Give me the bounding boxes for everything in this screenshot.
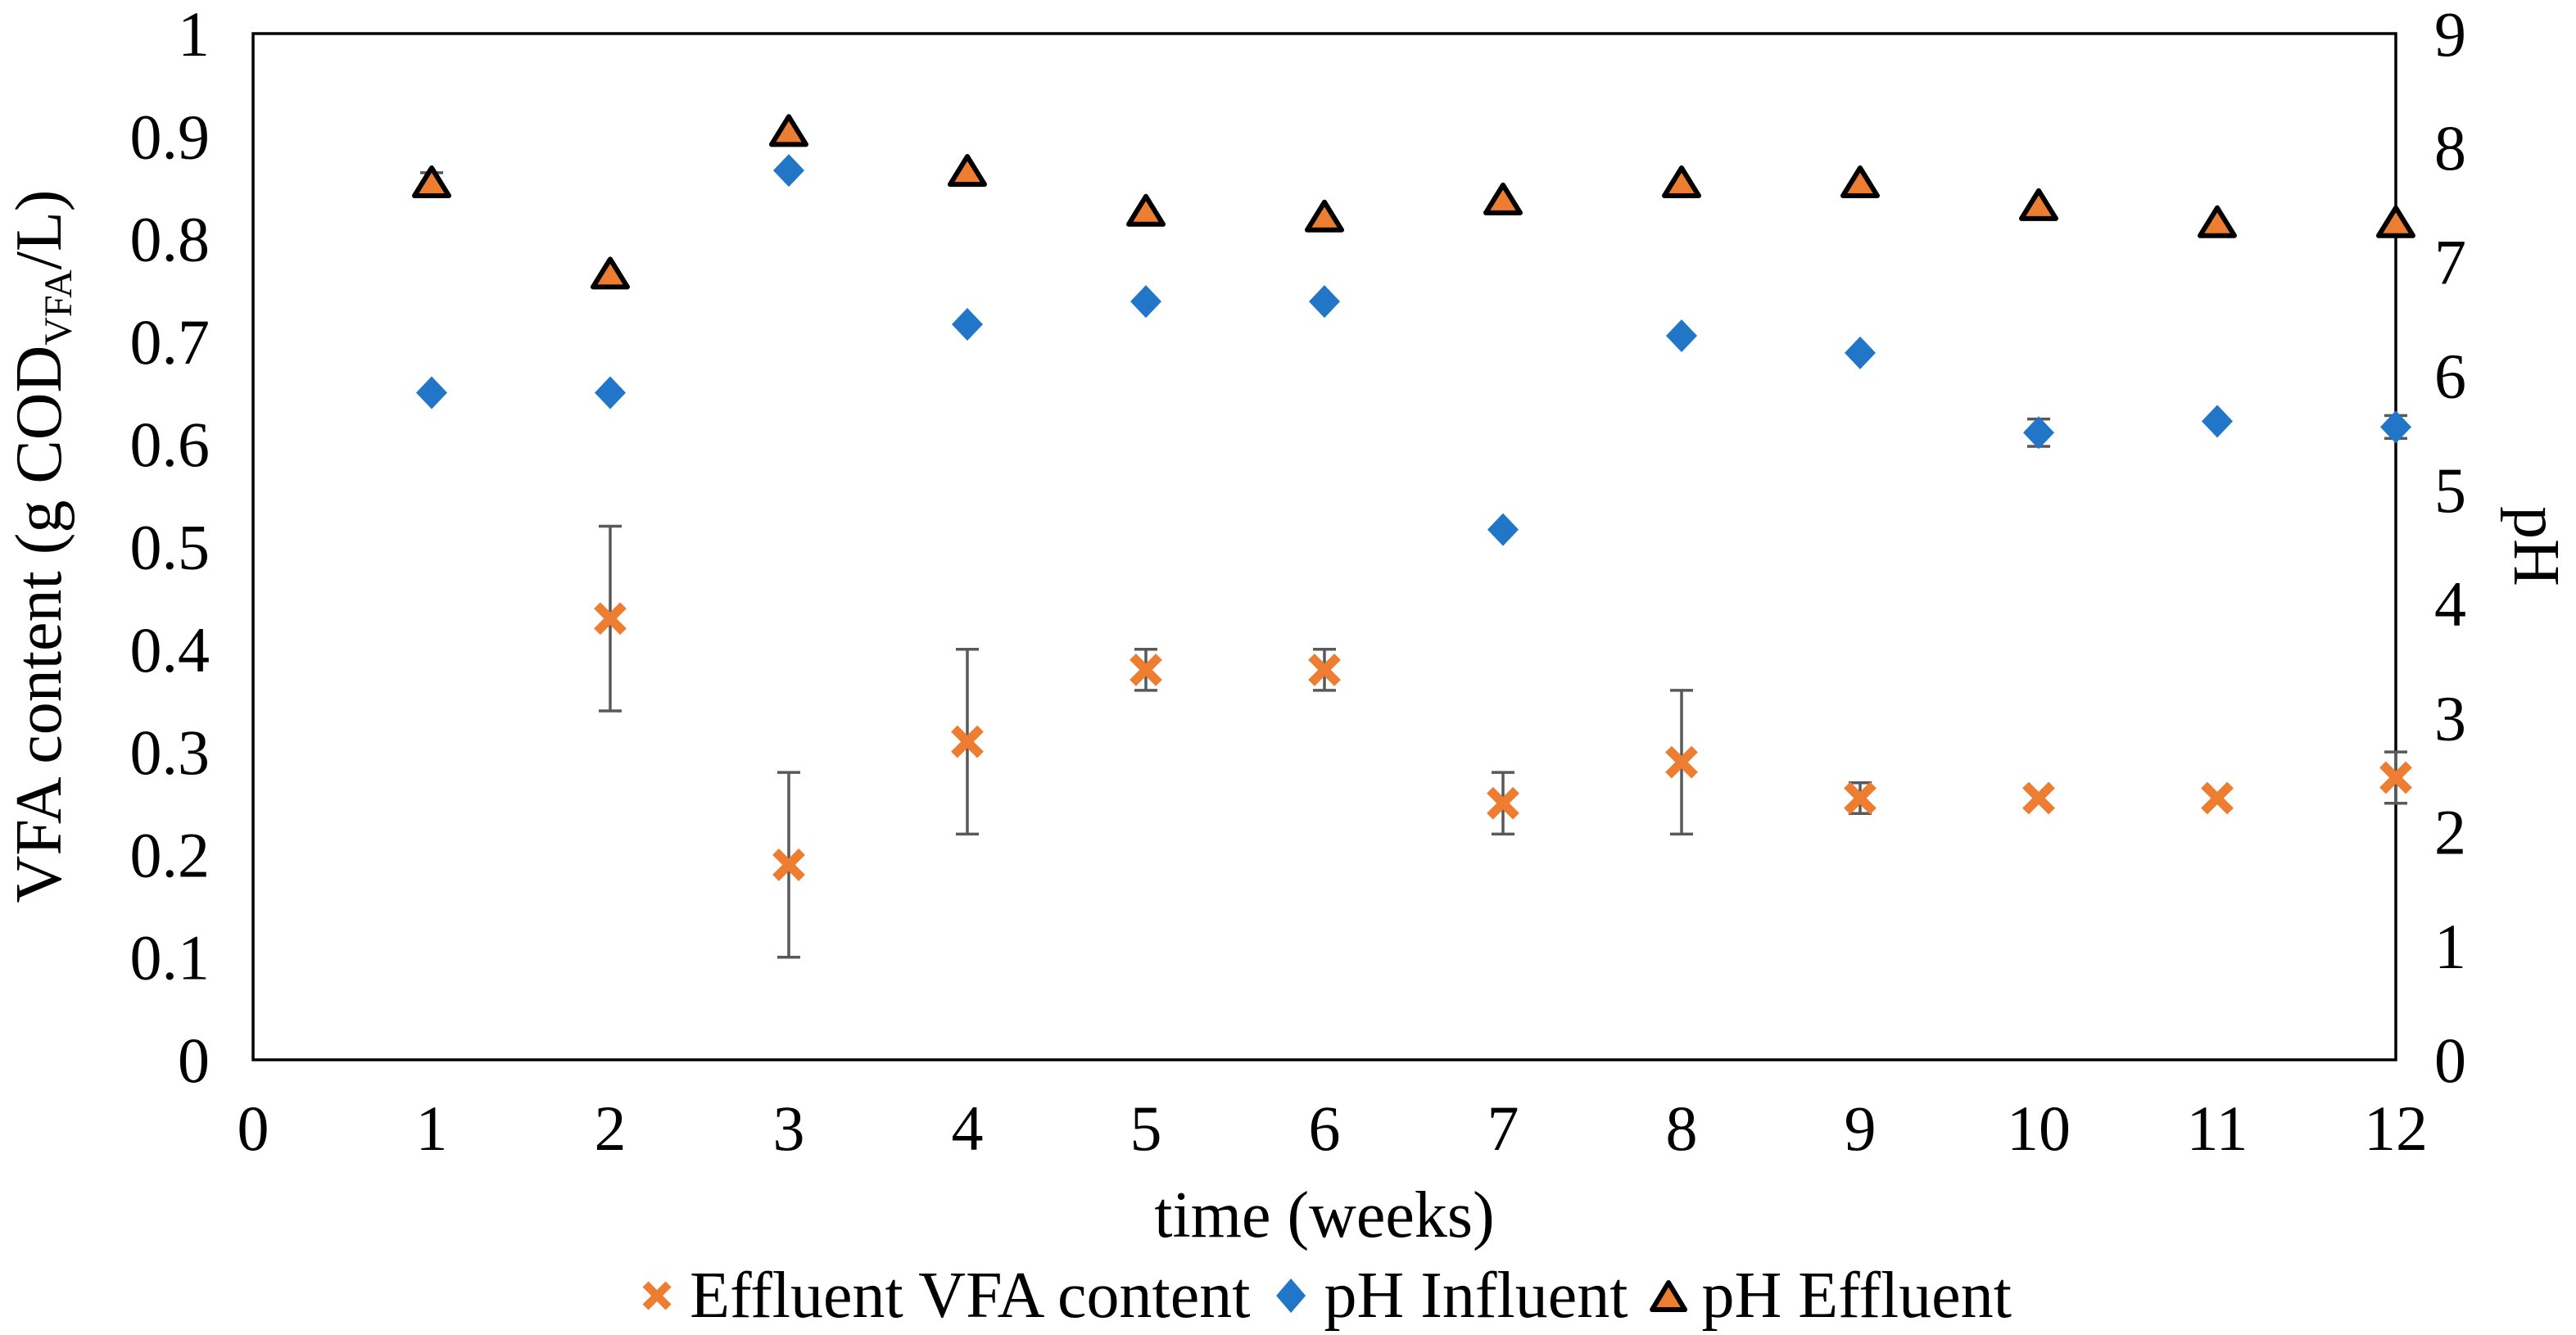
- effluent-vfa-marker: [594, 602, 627, 636]
- x-tick-label: 1: [416, 1093, 448, 1164]
- x-tick-label: 7: [1487, 1093, 1519, 1164]
- legend-label-ph-influent: pH Influent: [1324, 1260, 1628, 1332]
- effluent-vfa-marker: [2201, 781, 2234, 815]
- effluent-vfa-marker: [2022, 781, 2055, 815]
- y-left-tick-label: 0.2: [130, 819, 211, 890]
- ph-effluent-marker: [1305, 199, 1344, 233]
- ph-effluent-marker: [769, 114, 808, 147]
- y-left-tick-label: 0.8: [130, 204, 211, 275]
- legend-label-effluent-vfa: Effluent VFA content: [690, 1260, 1251, 1332]
- effluent-vfa-marker: [772, 849, 805, 881]
- y-right-tick-label: 2: [2434, 797, 2466, 868]
- x-tick-label: 6: [1309, 1093, 1341, 1164]
- effluent-vfa-marker: [1308, 653, 1341, 686]
- ph-influent-marker: [2202, 405, 2233, 438]
- x-tick-label: 2: [595, 1093, 627, 1164]
- left-axis-title: VFA content (g CODVFA/L): [3, 190, 81, 903]
- y-left-tick-label: 0: [178, 1025, 210, 1096]
- ph-effluent-marker: [1662, 165, 1701, 198]
- y-right-tick-label: 3: [2434, 682, 2466, 753]
- ph-effluent-marker: [1483, 182, 1523, 215]
- ph-influent-marker: [595, 376, 626, 410]
- left-axis-title-unit: /L): [2, 189, 75, 270]
- ph-influent-marker: [2023, 416, 2054, 450]
- effluent-vfa-marker: [2379, 761, 2412, 794]
- x-axis-title: time (weeks): [1154, 1183, 1494, 1248]
- y-left-tick-label: 0.3: [130, 717, 211, 788]
- y-right-tick-label: 9: [2434, 0, 2466, 70]
- legend-item-ph-influent: pH Influent: [1271, 1263, 1628, 1328]
- ph-effluent-marker: [1840, 165, 1880, 198]
- ph-effluent-marker: [2376, 205, 2415, 238]
- y-right-tick-label: 5: [2434, 455, 2466, 526]
- left-axis-title-text: VFA content (g COD: [2, 345, 75, 903]
- triangle-marker-icon: [1649, 1276, 1688, 1315]
- legend-item-effluent-vfa: Effluent VFA content: [637, 1263, 1250, 1328]
- y-left-tick-label: 0.1: [130, 922, 211, 993]
- effluent-vfa-marker: [1487, 786, 1519, 820]
- y-right-tick-label: 7: [2434, 226, 2466, 297]
- y-right-tick-label: 6: [2434, 341, 2466, 412]
- x-tick-label: 11: [2186, 1093, 2248, 1164]
- chart-legend: Effluent VFA content pH Influent pH Effl…: [637, 1263, 2012, 1328]
- x-tick-label: 9: [1845, 1093, 1877, 1164]
- left-axis-title-subscript: VFA: [37, 269, 81, 346]
- ph-effluent-marker: [2019, 188, 2058, 221]
- y-left-tick-label: 0.9: [130, 101, 211, 172]
- effluent-vfa-marker: [1844, 781, 1877, 815]
- effluent-vfa-marker: [1665, 745, 1698, 779]
- ph-effluent-marker: [591, 256, 630, 290]
- legend-item-ph-effluent: pH Effluent: [1649, 1260, 2012, 1332]
- x-tick-label: 8: [1666, 1093, 1698, 1164]
- ph-influent-marker: [1130, 285, 1161, 319]
- ph-effluent-marker: [948, 154, 987, 188]
- x-tick-label: 12: [2364, 1093, 2428, 1164]
- x-tick-label: 10: [2007, 1093, 2071, 1164]
- ph-influent-marker: [416, 376, 447, 410]
- y-left-tick-label: 0.4: [130, 614, 211, 686]
- ph-influent-marker: [1487, 513, 1519, 546]
- x-axis-title-text: time (weeks): [1154, 1179, 1495, 1251]
- plot-border: [251, 32, 2397, 1061]
- ph-effluent-marker: [412, 165, 451, 198]
- y-right-tick-label: 1: [2434, 911, 2466, 982]
- ph-influent-marker: [773, 154, 804, 188]
- x-tick-label: 0: [238, 1093, 269, 1164]
- y-left-tick-label: 0.6: [130, 409, 211, 480]
- effluent-vfa-marker: [1130, 653, 1162, 686]
- y-right-tick-label: 4: [2434, 568, 2466, 640]
- ph-influent-marker: [952, 308, 983, 342]
- diamond-marker-icon: [1271, 1276, 1311, 1315]
- ph-influent-marker: [1845, 336, 1876, 369]
- x-tick-label: 5: [1130, 1093, 1162, 1164]
- effluent-vfa-marker: [951, 725, 984, 758]
- y-right-tick-label: 0: [2434, 1025, 2466, 1096]
- ph-influent-marker: [1309, 285, 1340, 319]
- right-axis-title-text: pH: [2500, 506, 2572, 586]
- x-tick-label: 3: [773, 1093, 805, 1164]
- ph-effluent-marker: [1126, 193, 1166, 227]
- ph-influent-marker: [2380, 410, 2411, 444]
- ph-influent-marker: [1666, 319, 1697, 352]
- x-marker-icon: [637, 1276, 677, 1315]
- y-left-tick-label: 1: [178, 0, 210, 70]
- y-right-tick-label: 8: [2434, 112, 2466, 183]
- x-tick-label: 4: [952, 1093, 984, 1164]
- ph-effluent-marker: [2198, 205, 2237, 238]
- legend-label-ph-effluent: pH Effluent: [1701, 1260, 2012, 1332]
- y-left-tick-label: 0.7: [130, 306, 211, 378]
- right-axis-title: pH: [2500, 506, 2572, 586]
- y-left-tick-label: 0.5: [130, 512, 211, 583]
